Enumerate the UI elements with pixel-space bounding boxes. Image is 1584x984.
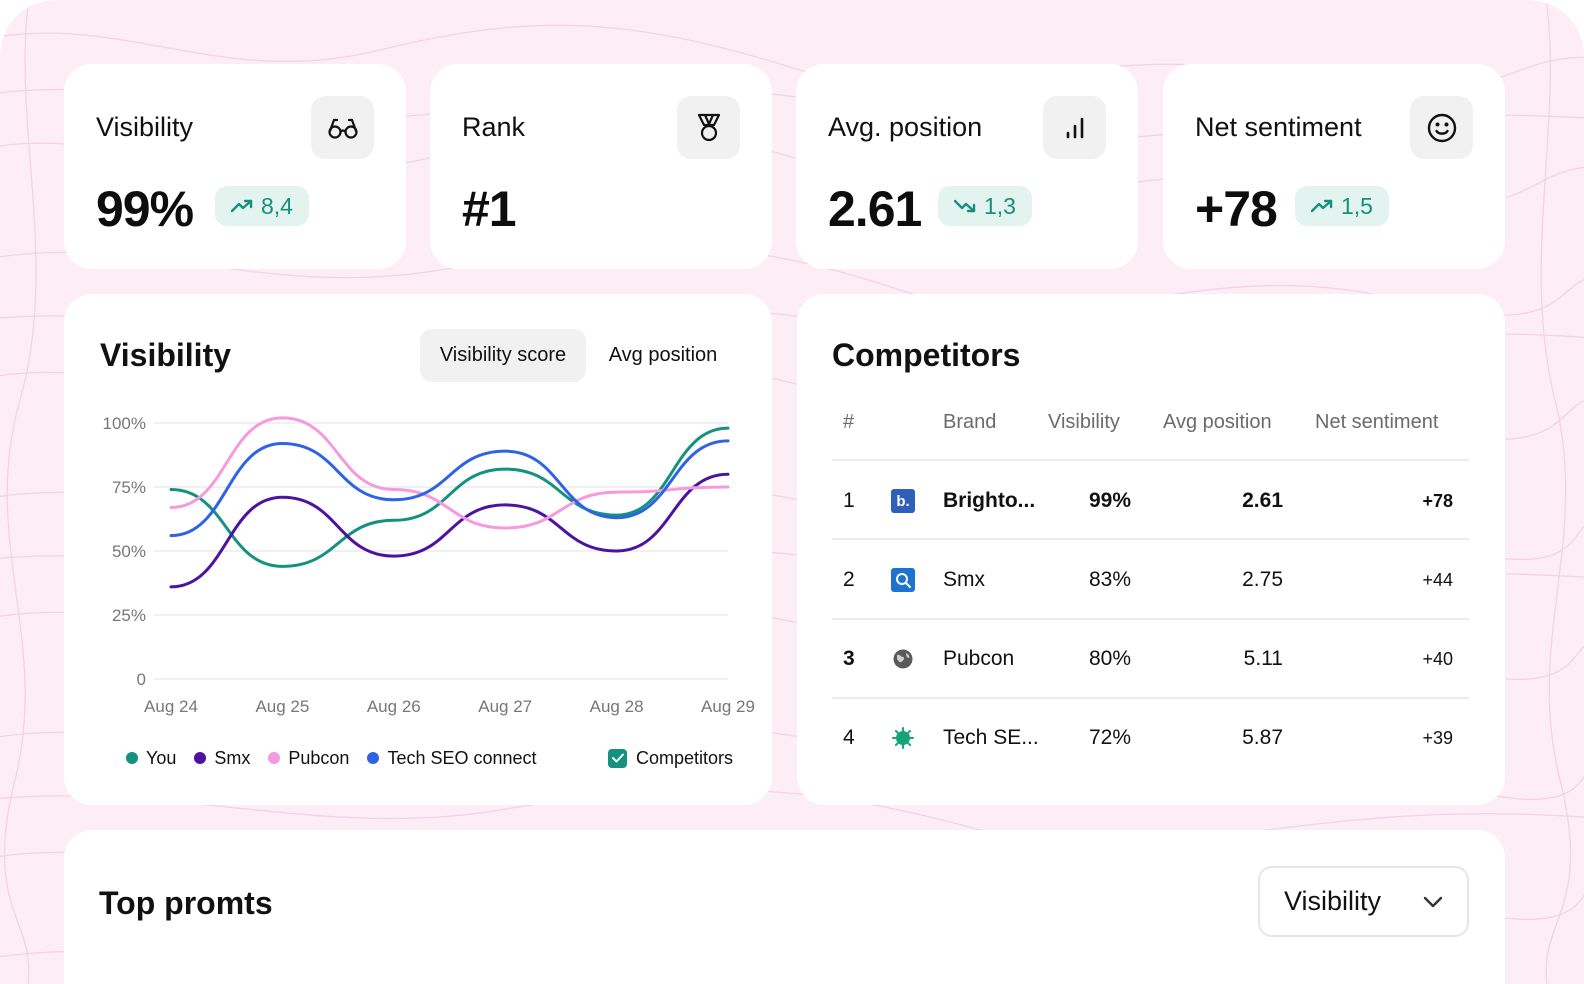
series-line-you [169, 426, 730, 568]
competitors-panel: Competitors # Brand Visibility Avg posit… [797, 294, 1505, 805]
visibility-line-chart: 100% 75% 50% 25% 0 Aug 24 Aug 25 Aug 26 Aug 27 Au… [103, 414, 755, 716]
column-header-brand: Brand [943, 411, 997, 433]
legend-swatch [194, 752, 207, 764]
visibility-panel: Visibility Visibility score Avg position… [64, 294, 772, 805]
kpi-value: #1 [462, 181, 517, 237]
series-line-pubcon [169, 416, 730, 530]
glasses-icon [311, 96, 374, 159]
trend-badge: 1,5 [1295, 186, 1389, 226]
kpi-card-rank: Rank #1 [430, 64, 772, 269]
legend-swatch [268, 752, 281, 764]
x-tick-label: Aug 27 [478, 697, 532, 716]
visibility-cell: 72% [1088, 726, 1131, 749]
x-tick-label: Aug 24 [144, 697, 198, 716]
kpi-title: Avg. position [828, 112, 983, 142]
rank-cell: 3 [843, 647, 855, 670]
trend-value: 1,5 [1341, 192, 1373, 219]
avg-position-cell: 5.11 [1243, 647, 1283, 670]
legend-label: You [146, 747, 177, 768]
tab-avg-position[interactable]: Avg position [608, 344, 718, 366]
competitors-toggle[interactable]: Competitors [608, 746, 733, 770]
legend-swatch [367, 752, 380, 764]
row-divider [832, 459, 1469, 461]
kpi-value: +78 [1195, 181, 1278, 237]
y-tick-label: 25% [112, 606, 146, 625]
brand-cell: Brighto... [943, 489, 1036, 512]
rank-cell: 4 [843, 726, 855, 749]
y-tick-label: 100% [103, 414, 146, 433]
sentiment-cell: +44 [1422, 570, 1453, 590]
avg-position-cell: 2.75 [1242, 568, 1283, 591]
sentiment-cell: +78 [1422, 491, 1453, 511]
panel-title: Top promts [99, 885, 273, 921]
trend-badge: 8,4 [215, 186, 309, 226]
column-header-visibility: Visibility [1048, 411, 1120, 433]
row-divider [832, 697, 1469, 699]
x-tick-label: Aug 25 [255, 697, 309, 716]
brightonseo-logo-icon: b. [891, 489, 915, 513]
x-tick-label: Aug 28 [590, 697, 644, 716]
brand-cell: Tech SE... [943, 726, 1039, 749]
trend-up-icon [231, 199, 253, 213]
metric-select[interactable]: Visibility [1258, 866, 1469, 937]
top-prompts-panel: Top promts Visibility [64, 830, 1505, 984]
medal-icon [677, 96, 740, 159]
y-tick-label: 75% [112, 478, 146, 497]
avg-position-cell: 5.87 [1242, 726, 1283, 749]
column-header-rank: # [843, 411, 855, 433]
row-divider [832, 618, 1469, 620]
trend-value: 1,3 [984, 192, 1016, 219]
globe-icon [891, 647, 915, 671]
kpi-title: Rank [462, 112, 526, 142]
kpi-title: Net sentiment [1195, 112, 1362, 142]
brand-cell: Pubcon [943, 647, 1015, 670]
kpi-title: Visibility [96, 112, 194, 142]
rank-cell: 1 [843, 489, 855, 512]
metric-select-value: Visibility [1284, 886, 1382, 916]
x-tick-label: Aug 29 [701, 697, 755, 716]
legend-swatch [126, 752, 138, 764]
y-tick-label: 50% [112, 542, 146, 561]
tab-visibility-score[interactable]: Visibility score [420, 329, 586, 382]
visibility-cell: 83% [1088, 568, 1131, 591]
virus-logo-icon [891, 726, 915, 750]
panel-title: Competitors [832, 337, 1021, 373]
series-line-smx [169, 472, 730, 589]
visibility-cell: 80% [1088, 647, 1131, 670]
panel-title: Visibility [100, 337, 232, 373]
competitors-toggle-label: Competitors [636, 747, 734, 768]
smx-logo-icon [891, 568, 915, 592]
kpi-card-avg-position: Avg. position 2.61 1,3 [796, 64, 1138, 269]
sentiment-cell: +40 [1422, 649, 1453, 669]
sentiment-cell: +39 [1422, 728, 1453, 748]
kpi-value: 99% [96, 181, 194, 237]
trend-value: 8,4 [261, 192, 293, 219]
column-header-avg-position: Avg position [1163, 411, 1272, 433]
chevron-down-icon [1423, 896, 1443, 907]
trend-badge: 1,3 [938, 186, 1032, 226]
rank-cell: 2 [843, 568, 855, 591]
kpi-card-visibility: Visibility 99% 8,4 [64, 64, 406, 269]
row-divider [832, 538, 1469, 540]
x-tick-label: Aug 26 [367, 697, 421, 716]
kpi-value: 2.61 [828, 181, 922, 237]
legend-label: Tech SEO connect [387, 747, 537, 768]
bar-chart-icon [1043, 96, 1106, 159]
column-header-net-sentiment: Net sentiment [1315, 411, 1439, 433]
trend-down-icon [954, 199, 976, 213]
y-tick-label: 0 [137, 670, 146, 689]
brand-cell: Smx [943, 568, 985, 591]
legend-label: Pubcon [288, 747, 350, 768]
checkbox-checked-icon[interactable] [608, 748, 627, 768]
visibility-cell: 99% [1088, 489, 1131, 512]
smiley-icon [1410, 96, 1473, 159]
legend-label: Smx [214, 747, 251, 768]
trend-up-icon [1311, 199, 1333, 213]
avg-position-cell: 2.61 [1242, 489, 1283, 512]
series-line-tech-seo-connect [169, 439, 730, 538]
kpi-card-net-sentiment: Net sentiment +78 1,5 [1163, 64, 1505, 269]
chart-legend: You Smx Pubcon Tech SEO connect [126, 746, 537, 770]
